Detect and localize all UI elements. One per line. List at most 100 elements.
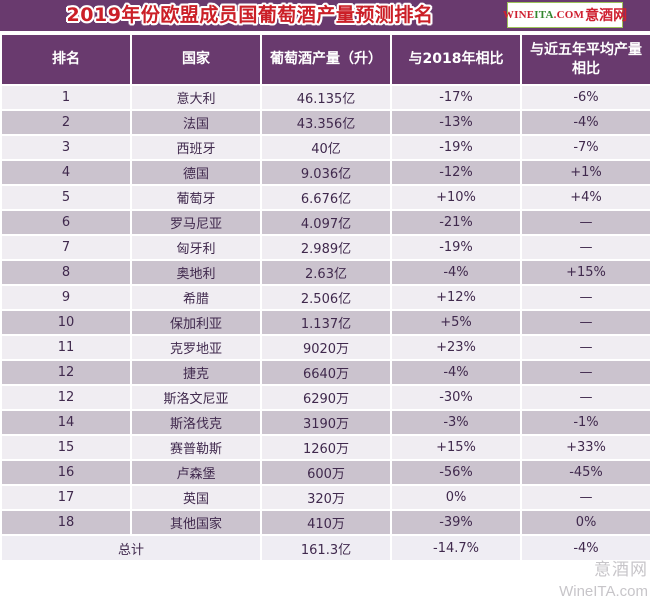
rank-cell: 6 <box>0 209 132 236</box>
rank-cell: 1 <box>0 84 132 111</box>
vs5yr-cell: -6% <box>520 84 650 111</box>
table-header: 排名 国家 葡萄酒产量（升） 与2018年相比 与近五年平均产量相比 <box>0 33 650 86</box>
header-row: 排名 国家 葡萄酒产量（升） 与2018年相比 与近五年平均产量相比 <box>0 33 650 86</box>
total-vs5yr: -4% <box>520 534 650 562</box>
country-cell: 奥地利 <box>130 259 262 286</box>
vs5yr-cell: — <box>520 309 650 336</box>
table-body: 1 意大利 46.135亿 -17% -6% 2 法国 43.356亿 -13% -4% 3 西班牙 4… <box>0 84 650 536</box>
table-row: 10 保加利亚 1.137亿 +5% — <box>0 309 650 336</box>
vs5yr-cell: — <box>520 234 650 261</box>
vs2018-cell: +15% <box>390 434 522 461</box>
logo-text-com: .COM <box>553 9 585 21</box>
country-cell: 斯洛文尼亚 <box>130 384 262 411</box>
production-cell: 3190万 <box>260 409 392 436</box>
vs5yr-cell: -1% <box>520 409 650 436</box>
table-row: 16 卢森堡 600万 -56% -45% <box>0 459 650 486</box>
rank-cell: 12 <box>0 384 132 411</box>
table-row: 14 斯洛伐克 3190万 -3% -1% <box>0 409 650 436</box>
rank-cell: 10 <box>0 309 132 336</box>
rank-cell: 9 <box>0 284 132 311</box>
table-row: 1 意大利 46.135亿 -17% -6% <box>0 84 650 111</box>
vs2018-cell: -3% <box>390 409 522 436</box>
total-label: 总计 <box>0 534 262 562</box>
watermark-latin: WineITA.com <box>559 583 648 600</box>
country-cell: 德国 <box>130 159 262 186</box>
total-row: 总计 161.3亿 -14.7% -4% <box>0 534 650 562</box>
country-cell: 保加利亚 <box>130 309 262 336</box>
rank-cell: 18 <box>0 509 132 536</box>
production-cell: 46.135亿 <box>260 84 392 111</box>
header-vs5yr: 与近五年平均产量相比 <box>520 33 650 86</box>
table-footer: 总计 161.3亿 -14.7% -4% <box>0 534 650 562</box>
vs5yr-cell: +33% <box>520 434 650 461</box>
rank-cell: 16 <box>0 459 132 486</box>
production-cell: 2.506亿 <box>260 284 392 311</box>
vs2018-cell: -17% <box>390 84 522 111</box>
country-cell: 克罗地亚 <box>130 334 262 361</box>
vs2018-cell: -4% <box>390 259 522 286</box>
vs5yr-cell: +1% <box>520 159 650 186</box>
production-cell: 6.676亿 <box>260 184 392 211</box>
rank-cell: 12 <box>0 359 132 386</box>
logo-text-ita: ITA <box>534 9 554 21</box>
vs5yr-cell: — <box>520 284 650 311</box>
country-cell: 赛普勒斯 <box>130 434 262 461</box>
table-row: 11 克罗地亚 9020万 +23% — <box>0 334 650 361</box>
rank-cell: 2 <box>0 109 132 136</box>
header-rank: 排名 <box>0 33 132 86</box>
country-cell: 法国 <box>130 109 262 136</box>
vs2018-cell: -21% <box>390 209 522 236</box>
production-cell: 600万 <box>260 459 392 486</box>
table-row: 3 西班牙 40亿 -19% -7% <box>0 134 650 161</box>
table-row: 18 其他国家 410万 -39% 0% <box>0 509 650 536</box>
table-row: 7 匈牙利 2.989亿 -19% — <box>0 234 650 261</box>
vs2018-cell: -4% <box>390 359 522 386</box>
table-row: 4 德国 9.036亿 -12% +1% <box>0 159 650 186</box>
table-row: 8 奥地利 2.63亿 -4% +15% <box>0 259 650 286</box>
production-cell: 410万 <box>260 509 392 536</box>
vs5yr-cell: — <box>520 384 650 411</box>
rank-cell: 17 <box>0 484 132 511</box>
country-cell: 西班牙 <box>130 134 262 161</box>
vs2018-cell: +12% <box>390 284 522 311</box>
production-cell: 4.097亿 <box>260 209 392 236</box>
rank-cell: 14 <box>0 409 132 436</box>
table-row: 17 英国 320万 0% — <box>0 484 650 511</box>
rank-cell: 15 <box>0 434 132 461</box>
title-banner: 2019年份欧盟成员国葡萄酒产量预测排名 WINE ITA .COM 意酒网 <box>0 0 650 31</box>
country-cell: 卢森堡 <box>130 459 262 486</box>
vs5yr-cell: — <box>520 359 650 386</box>
country-cell: 匈牙利 <box>130 234 262 261</box>
watermark-cn: 意酒网 <box>594 560 648 580</box>
country-cell: 希腊 <box>130 284 262 311</box>
rank-cell: 5 <box>0 184 132 211</box>
table-row: 6 罗马尼亚 4.097亿 -21% — <box>0 209 650 236</box>
watermark: 意酒网 WineITA.com <box>559 560 648 602</box>
production-cell: 6290万 <box>260 384 392 411</box>
vs2018-cell: -13% <box>390 109 522 136</box>
country-cell: 罗马尼亚 <box>130 209 262 236</box>
vs2018-cell: +23% <box>390 334 522 361</box>
table-row: 12 捷克 6640万 -4% — <box>0 359 650 386</box>
vs5yr-cell: — <box>520 334 650 361</box>
logo-text-wine: WINE <box>502 9 535 21</box>
ranking-table: 排名 国家 葡萄酒产量（升） 与2018年相比 与近五年平均产量相比 1 意大利 4… <box>0 33 650 562</box>
wineita-logo: WINE ITA .COM 意酒网 <box>503 2 627 28</box>
vs2018-cell: -19% <box>390 234 522 261</box>
vs2018-cell: +5% <box>390 309 522 336</box>
vs2018-cell: -19% <box>390 134 522 161</box>
production-cell: 1260万 <box>260 434 392 461</box>
country-cell: 捷克 <box>130 359 262 386</box>
header-country: 国家 <box>130 33 262 86</box>
vs5yr-cell: — <box>520 484 650 511</box>
total-vs2018: -14.7% <box>390 534 522 562</box>
page-title: 2019年份欧盟成员国葡萄酒产量预测排名 <box>66 4 434 26</box>
country-cell: 意大利 <box>130 84 262 111</box>
header-production: 葡萄酒产量（升） <box>260 33 392 86</box>
country-cell: 斯洛伐克 <box>130 409 262 436</box>
country-cell: 其他国家 <box>130 509 262 536</box>
country-cell: 葡萄牙 <box>130 184 262 211</box>
rank-cell: 7 <box>0 234 132 261</box>
vs2018-cell: -39% <box>390 509 522 536</box>
